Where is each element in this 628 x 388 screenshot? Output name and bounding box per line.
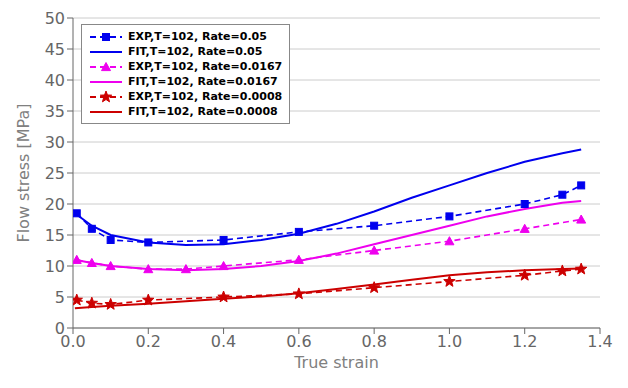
- svg-text:15: 15: [45, 226, 65, 245]
- svg-text:40: 40: [45, 71, 65, 90]
- svg-text:0.6: 0.6: [286, 332, 311, 351]
- svg-text:1.2: 1.2: [512, 332, 537, 351]
- svg-text:5: 5: [55, 288, 65, 307]
- svg-text:25: 25: [45, 164, 65, 183]
- svg-text:0: 0: [55, 319, 65, 338]
- html-text:FIT,T=102, Rate=0.0167: FIT,T=102, Rate=0.0167: [128, 75, 278, 88]
- svg-text:30: 30: [45, 133, 65, 152]
- svg-text:0.8: 0.8: [361, 332, 386, 351]
- svg-text:50: 50: [45, 9, 65, 28]
- svg-text:20: 20: [45, 195, 65, 214]
- html-text:EXP,T=102, Rate=0.0008: EXP,T=102, Rate=0.0008: [128, 90, 283, 103]
- svg-text:0.2: 0.2: [136, 332, 161, 351]
- svg-text:35: 35: [45, 102, 65, 121]
- html-text:EXP,T=102, Rate=0.0167: EXP,T=102, Rate=0.0167: [128, 60, 283, 73]
- svg-text:1.4: 1.4: [587, 332, 612, 351]
- svg-text:10: 10: [45, 257, 65, 276]
- html-text:FIT,T=102, Rate=0.05: FIT,T=102, Rate=0.05: [128, 45, 263, 58]
- svg-text:Flow stress [MPa]: Flow stress [MPa]: [14, 103, 33, 242]
- svg-text:1.0: 1.0: [437, 332, 462, 351]
- svg-text:0.4: 0.4: [211, 332, 236, 351]
- html-text:EXP,T=102, Rate=0.05: EXP,T=102, Rate=0.05: [128, 30, 267, 43]
- svg-text:0.0: 0.0: [60, 332, 86, 352]
- html-text:FIT,T=102, Rate=0.0008: FIT,T=102, Rate=0.0008: [128, 105, 278, 118]
- svg-text:45: 45: [45, 40, 65, 59]
- svg-text:True strain: True strain: [293, 353, 379, 372]
